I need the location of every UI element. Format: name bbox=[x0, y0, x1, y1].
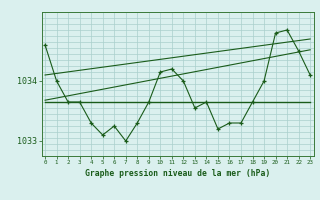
X-axis label: Graphe pression niveau de la mer (hPa): Graphe pression niveau de la mer (hPa) bbox=[85, 169, 270, 178]
